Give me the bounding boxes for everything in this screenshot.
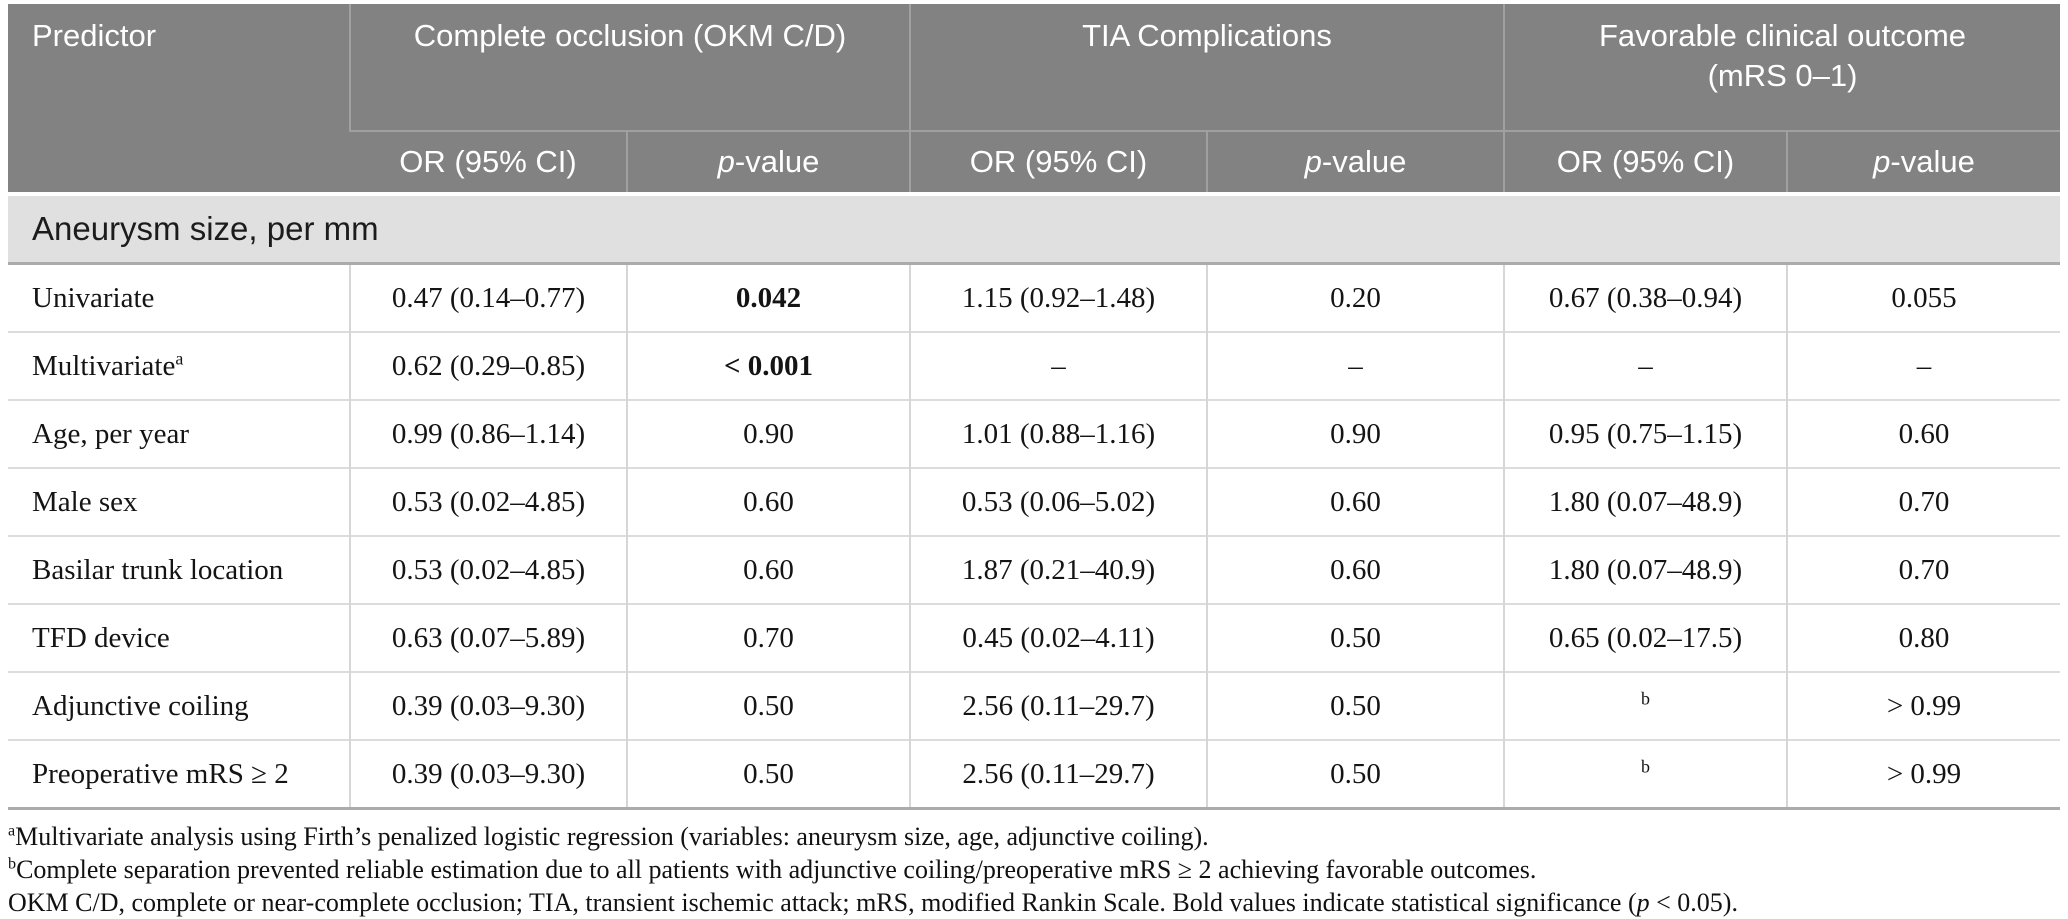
group-header-favorable-outcome: Favorable clinical outcome (mRS 0–1) — [1503, 4, 2061, 132]
value-cell: 0.65 (0.02–17.5) — [1503, 603, 1788, 672]
value-cell: 2.56 (0.11–29.7) — [909, 739, 1207, 810]
value-cell: 0.63 (0.07–5.89) — [349, 603, 627, 672]
predictor-cell: Male sex — [8, 467, 350, 536]
results-table: Predictor Complete occlusion (OKM C/D) T… — [8, 4, 2061, 810]
value-cell: – — [1205, 331, 1505, 400]
value-cell: 0.60 — [1786, 399, 2061, 468]
value-cell: 1.80 (0.07–48.9) — [1503, 467, 1788, 536]
footnote-line: bComplete separation prevented reliable … — [8, 853, 2060, 886]
footnote-line: OKM C/D, complete or near-complete occlu… — [8, 886, 2060, 919]
value-cell: 1.87 (0.21–40.9) — [909, 535, 1207, 604]
value-cell: 0.60 — [1205, 467, 1505, 536]
value-cell: 0.99 (0.86–1.14) — [349, 399, 627, 468]
sub-header-row: OR (95% CI) p-value OR (95% CI) p-value … — [8, 131, 2061, 194]
value-cell: < 0.001 — [626, 331, 910, 400]
predictor-cell: Univariate — [8, 262, 350, 332]
footnote-text: OKM C/D, complete or near-complete occlu… — [8, 888, 1637, 917]
value-cell: 0.70 — [1786, 535, 2061, 604]
table-header: Predictor Complete occlusion (OKM C/D) T… — [8, 4, 2061, 194]
group-header-tia-complications: TIA Complications — [908, 4, 1505, 132]
value-cell: 0.50 — [1205, 739, 1505, 810]
value-cell: 0.90 — [626, 399, 910, 468]
predictor-cell: Adjunctive coiling — [8, 671, 350, 740]
value-cell: 1.15 (0.92–1.48) — [909, 262, 1207, 332]
value-cell: 0.80 — [1786, 603, 2061, 672]
value-cell: > 0.99 — [1786, 739, 2061, 810]
footnote-marker: b — [8, 855, 17, 873]
table-row: TFD device 0.63 (0.07–5.89) 0.70 0.45 (0.02… — [8, 603, 2061, 672]
value-cell: 0.70 — [626, 603, 910, 672]
table-row: Basilar trunk location 0.53 (0.02–4.85) 0.… — [8, 535, 2061, 604]
footnote-text: Complete separation prevented reliable e… — [16, 855, 1537, 884]
footnote-line: aMultivariate analysis using Firth’s pen… — [8, 820, 2060, 853]
value-cell: – — [1503, 331, 1788, 400]
value-cell: 0.95 (0.75–1.15) — [1503, 399, 1788, 468]
table-row: Preoperative mRS ≥ 2 0.39 (0.03–9.30) 0.50… — [8, 739, 2061, 810]
table-row: Male sex 0.53 (0.02–4.85) 0.60 0.53 (0.06–5… — [8, 467, 2061, 536]
value-cell: 0.50 — [1205, 671, 1505, 740]
value-cell: 0.70 — [1786, 467, 2061, 536]
footnote-marker: b — [1641, 755, 1650, 776]
or-ci-header: OR (95% CI) — [909, 131, 1207, 194]
table-figure: Predictor Complete occlusion (OKM C/D) T… — [8, 4, 2061, 917]
value-cell: 0.50 — [626, 739, 910, 810]
predictor-cell: Preoperative mRS ≥ 2 — [8, 739, 350, 810]
footnote-marker: a — [175, 347, 184, 368]
table-row: Univariate 0.47 (0.14–0.77) 0.042 1.15 (0.9… — [8, 262, 2061, 332]
table-body: Aneurysm size, per mm Univariate 0.47 (0.… — [8, 192, 2061, 810]
value-cell: 0.60 — [626, 535, 910, 604]
value-cell: 0.39 (0.03–9.30) — [349, 739, 627, 810]
predictor-header: Predictor — [8, 4, 350, 194]
footnote-text: p — [1636, 888, 1650, 917]
value-cell: 0.53 (0.02–4.85) — [349, 467, 627, 536]
predictor-cell: Basilar trunk location — [8, 535, 350, 604]
predictor-cell: Age, per year — [8, 399, 350, 468]
or-ci-header: OR (95% CI) — [1503, 131, 1788, 194]
footnote-marker: a — [8, 822, 16, 840]
value-cell: b — [1503, 671, 1788, 740]
value-cell: 0.39 (0.03–9.30) — [349, 671, 627, 740]
section-header-row: Aneurysm size, per mm — [8, 192, 2061, 265]
value-cell: 0.20 — [1205, 262, 1505, 332]
value-cell: 0.67 (0.38–0.94) — [1503, 262, 1788, 332]
value-cell: 0.50 — [626, 671, 910, 740]
p-value-header: p-value — [1205, 131, 1505, 194]
table-row: Adjunctive coiling 0.39 (0.03–9.30) 0.50 2.… — [8, 671, 2061, 740]
predictor-cell: Multivariatea — [8, 331, 350, 400]
or-ci-header: OR (95% CI) — [350, 131, 627, 194]
value-cell: 0.60 — [626, 467, 910, 536]
value-cell: 0.055 — [1786, 262, 2061, 332]
group-header-row: Predictor Complete occlusion (OKM C/D) T… — [8, 4, 2061, 194]
value-cell: – — [909, 331, 1207, 400]
value-cell: > 0.99 — [1786, 671, 2061, 740]
footnote-text: < 0.05). — [1649, 888, 1738, 917]
footnote-marker: b — [1641, 687, 1650, 708]
value-cell: 1.01 (0.88–1.16) — [909, 399, 1207, 468]
footnote-text: Multivariate analysis using Firth’s pena… — [15, 822, 1209, 851]
group-header-complete-occlusion: Complete occlusion (OKM C/D) — [349, 4, 910, 132]
p-value-header: p-value — [1786, 131, 2061, 194]
value-cell: – — [1786, 331, 2061, 400]
value-cell: 1.80 (0.07–48.9) — [1503, 535, 1788, 604]
value-cell: 0.62 (0.29–0.85) — [349, 331, 627, 400]
value-cell: 0.90 — [1205, 399, 1505, 468]
table-row: Age, per year 0.99 (0.86–1.14) 0.90 1.01 (0… — [8, 399, 2061, 468]
value-cell: 0.50 — [1205, 603, 1505, 672]
value-cell: 0.60 — [1205, 535, 1505, 604]
p-value-header: p-value — [626, 131, 910, 194]
value-cell: 0.45 (0.02–4.11) — [909, 603, 1207, 672]
predictor-cell: TFD device — [8, 603, 350, 672]
footnotes: aMultivariate analysis using Firth’s pen… — [8, 820, 2060, 919]
value-cell: 0.53 (0.02–4.85) — [349, 535, 627, 604]
value-cell: 0.47 (0.14–0.77) — [349, 262, 627, 332]
value-cell: 0.53 (0.06–5.02) — [909, 467, 1207, 536]
table-row: Multivariatea 0.62 (0.29–0.85) < 0.001– – – – — [8, 331, 2061, 400]
value-cell: 2.56 (0.11–29.7) — [909, 671, 1207, 740]
section-header-label: Aneurysm size, per mm — [8, 192, 2061, 265]
value-cell: b — [1503, 739, 1788, 810]
value-cell: 0.042 — [626, 262, 910, 332]
